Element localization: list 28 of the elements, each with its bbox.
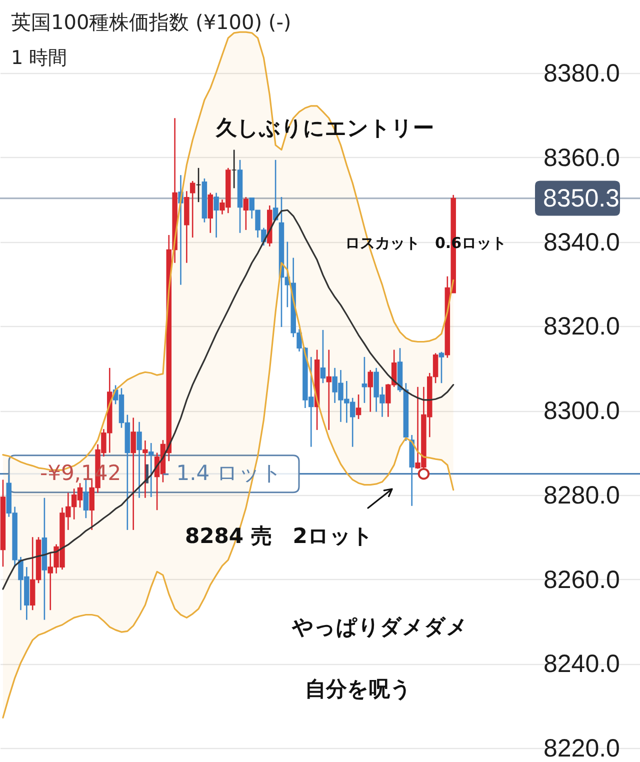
text: 英国100種株価指数 (¥100) (-) bbox=[11, 10, 292, 34]
candlestick bbox=[214, 192, 219, 238]
candlestick bbox=[208, 192, 213, 234]
candlestick bbox=[243, 196, 249, 231]
y-tick-label: 8360.0 bbox=[544, 144, 620, 172]
candlestick bbox=[148, 442, 154, 498]
candlestick bbox=[130, 417, 136, 531]
candlestick bbox=[362, 356, 368, 404]
y-tick-label: 8320.0 bbox=[544, 312, 620, 341]
candlestick bbox=[136, 421, 142, 499]
candlestick bbox=[320, 329, 326, 384]
candlestick bbox=[190, 180, 196, 238]
y-tick-label: 8260.0 bbox=[544, 566, 620, 594]
y-tick-label: 8380.0 bbox=[544, 59, 620, 88]
candlestick bbox=[368, 369, 373, 412]
candlestick bbox=[142, 440, 148, 499]
ref-line-label: 8350.3 bbox=[543, 184, 620, 212]
y-tick-label: 8280.0 bbox=[544, 481, 620, 510]
y-tick-label: 8240.0 bbox=[544, 650, 620, 678]
annotation: 自分を呪う bbox=[305, 677, 412, 701]
text: 1 時間 bbox=[11, 47, 68, 69]
candlestick bbox=[356, 394, 362, 420]
y-tick-label: 8300.0 bbox=[544, 397, 620, 426]
candlestick bbox=[438, 351, 444, 384]
annotation: やっぱりダメダメ bbox=[291, 615, 468, 639]
y-tick-label: 8220.0 bbox=[544, 734, 620, 762]
y-tick-label: 8340.0 bbox=[544, 228, 620, 256]
candlestick bbox=[326, 349, 332, 431]
